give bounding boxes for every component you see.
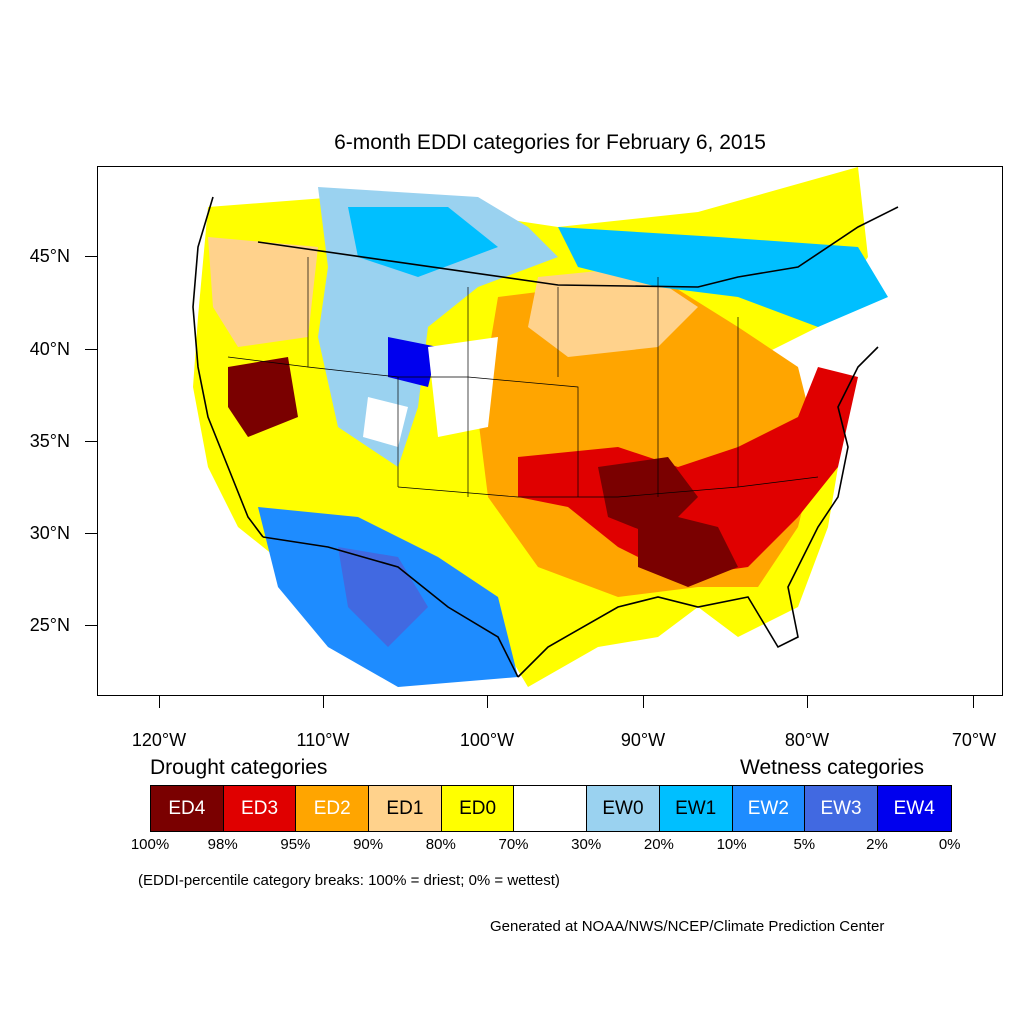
legend-swatch-ed2: ED2 — [296, 786, 370, 831]
lon-tick — [973, 696, 974, 708]
category-note: (EDDI-percentile category breaks: 100% =… — [138, 872, 560, 889]
percent-break-label: 5% — [793, 836, 816, 853]
percent-break-label: 98% — [207, 836, 238, 853]
map-canvas — [192, 167, 899, 687]
lat-tick — [85, 256, 97, 257]
percent-break-label: 2% — [866, 836, 888, 853]
lon-tick — [807, 696, 808, 708]
country-borders — [192, 196, 899, 678]
lon-tick — [643, 696, 644, 708]
lat-label-35n: 35°N — [29, 431, 70, 451]
eddi-map — [97, 166, 1003, 696]
lat-label-25n: 25°N — [29, 615, 70, 635]
lon-label-120w: 120°W — [131, 730, 187, 750]
state-borders — [227, 257, 819, 498]
lon-tick — [323, 696, 324, 708]
percent-break-label: 70% — [498, 836, 529, 853]
percent-break-label: 20% — [643, 836, 674, 853]
lon-label-110w: 110°W — [296, 730, 350, 750]
legend-swatch-ew4: EW4 — [877, 786, 951, 831]
lon-tick — [487, 696, 488, 708]
legend-swatch-ed1: ED1 — [369, 786, 442, 831]
percent-break-label: 30% — [571, 836, 602, 853]
eddi-shading — [193, 167, 888, 687]
wetness-heading: Wetness categories — [740, 756, 925, 779]
category-legend: ED4 ED3 ED2 ED1 ED0 EW0 EW1 EW2 EW3 EW4 — [150, 785, 952, 832]
lat-tick — [85, 349, 97, 350]
lat-label-30n: 30°N — [29, 523, 70, 543]
lat-label-40n: 40°N — [29, 339, 70, 359]
percent-break-label: 95% — [280, 836, 311, 853]
legend-swatch-ew2: EW2 — [732, 786, 806, 831]
map-title: 6-month EDDI categories for February 6, … — [334, 131, 766, 154]
lon-label-100w: 100°W — [459, 730, 515, 750]
lon-tick — [159, 696, 160, 708]
percent-break-label: 100% — [130, 836, 170, 853]
legend-swatch-ew1: EW1 — [659, 786, 733, 831]
percent-break-label: 0% — [938, 836, 961, 853]
lon-label-80w: 80°W — [784, 730, 830, 750]
legend-swatch-neutral — [514, 786, 588, 831]
lat-label-45n: 45°N — [29, 246, 70, 266]
percent-break-label: 10% — [716, 836, 747, 853]
legend-swatch-ed3: ED3 — [223, 786, 297, 831]
legend-swatch-ed4: ED4 — [151, 786, 224, 831]
lat-tick — [85, 533, 97, 534]
percent-break-label: 90% — [353, 836, 384, 853]
lon-label-90w: 90°W — [620, 730, 666, 750]
lat-tick — [85, 441, 97, 442]
lon-label-70w: 70°W — [951, 730, 997, 750]
legend-swatch-ew0: EW0 — [587, 786, 660, 831]
lat-tick — [85, 625, 97, 626]
legend-swatch-ew3: EW3 — [805, 786, 878, 831]
percent-break-label: 80% — [425, 836, 456, 853]
credit-line: Generated at NOAA/NWS/NCEP/Climate Predi… — [490, 918, 885, 935]
drought-heading: Drought categories — [150, 756, 328, 779]
legend-swatch-ed0: ED0 — [441, 786, 515, 831]
